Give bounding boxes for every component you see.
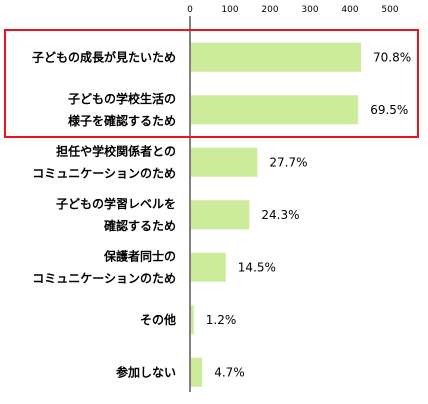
bar (191, 147, 258, 177)
x-tick-label: 300 (301, 5, 318, 15)
category-label: 子どもの学校生活の (68, 91, 176, 106)
x-tick-label: 200 (261, 5, 278, 15)
category-label: 子どもの成長が見たいため (32, 49, 176, 64)
value-label: 70.8% (373, 50, 411, 64)
category-label: 確認するため (104, 218, 176, 233)
value-label: 27.7% (269, 155, 307, 169)
category-label: コミュニケーションのため (32, 271, 176, 285)
category-label: 子どもの学習レベルを (56, 196, 176, 211)
value-label: 69.5% (370, 103, 408, 117)
x-tick-label: 100 (221, 5, 238, 15)
bar (191, 305, 194, 335)
value-label: 14.5% (238, 260, 276, 274)
value-label: 1.2% (206, 313, 237, 327)
category-label: コミュニケーションのため (32, 166, 176, 180)
category-label: 保護者同士の (103, 248, 176, 263)
category-label: その他 (140, 312, 176, 327)
value-label: 24.3% (261, 208, 299, 222)
bar (191, 252, 226, 282)
bar (191, 95, 359, 125)
x-tick-label: 0 (187, 5, 193, 15)
category-label: 担任や学校関係者との (56, 143, 176, 158)
x-tick-label: 400 (341, 5, 358, 15)
bar (191, 42, 361, 72)
x-tick-label: 500 (381, 5, 398, 15)
category-label: 様子を確認するため (68, 113, 176, 128)
value-labels: 70.8% 69.5% 27.7% 24.3% 14.5% 1.2% 4.7% (206, 50, 411, 379)
category-labels: 子どもの成長が見たいため子どもの学校生活の様子を確認するため担任や学校関係者との… (32, 49, 176, 379)
bar (191, 357, 203, 387)
x-axis-tick-labels: 0 100 200 300 400 500 (187, 5, 399, 15)
bars (191, 42, 361, 387)
bar (191, 200, 250, 230)
value-label: 4.7% (214, 365, 245, 379)
category-label: 参加しない (116, 364, 176, 379)
highlight-box (4, 29, 419, 138)
